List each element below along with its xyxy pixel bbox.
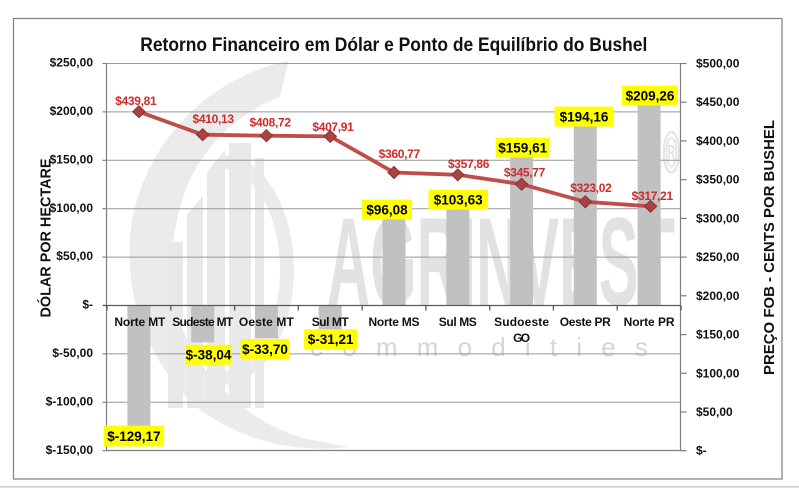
svg-text:$250,00: $250,00	[50, 56, 94, 70]
svg-text:Retorno Financeiro em Dólar e: Retorno Financeiro em Dólar e Ponto de E…	[140, 34, 647, 56]
svg-text:commodities: commodities	[310, 332, 667, 362]
svg-text:DÓLAR POR HECTARE: DÓLAR POR HECTARE	[37, 158, 55, 317]
svg-text:$-129,17: $-129,17	[107, 429, 160, 444]
svg-text:$250,00: $250,00	[696, 250, 740, 264]
svg-text:$150,00: $150,00	[50, 152, 94, 166]
svg-text:$360,77: $360,77	[379, 147, 421, 161]
svg-text:$50,00: $50,00	[56, 249, 93, 263]
svg-text:$-50,00: $-50,00	[52, 346, 93, 360]
svg-text:$-: $-	[696, 444, 707, 458]
svg-text:$194,16: $194,16	[560, 110, 609, 125]
svg-text:$209,26: $209,26	[626, 88, 675, 103]
svg-text:$100,00: $100,00	[696, 366, 740, 380]
svg-text:Oeste PR: Oeste PR	[560, 315, 611, 329]
svg-text:$150,00: $150,00	[696, 328, 740, 342]
svg-text:$-150,00: $-150,00	[46, 443, 94, 457]
svg-text:$-: $-	[82, 298, 93, 312]
svg-text:$200,00: $200,00	[696, 289, 740, 303]
svg-text:$410,13: $410,13	[193, 112, 235, 126]
svg-text:$407,91: $407,91	[312, 120, 354, 134]
svg-text:$408,72: $408,72	[250, 115, 292, 129]
svg-text:Norte MS: Norte MS	[369, 315, 420, 329]
svg-text:$100,00: $100,00	[50, 201, 94, 215]
svg-text:$200,00: $200,00	[50, 104, 94, 118]
svg-text:$357,86: $357,86	[448, 157, 490, 171]
svg-text:Norte PR: Norte PR	[624, 315, 675, 329]
svg-text:$450,00: $450,00	[696, 95, 740, 109]
svg-text:$-33,70: $-33,70	[242, 342, 288, 357]
svg-text:$400,00: $400,00	[696, 134, 740, 148]
svg-text:R: R	[668, 142, 676, 164]
svg-text:Sul MT: Sul MT	[312, 315, 350, 329]
svg-text:$-100,00: $-100,00	[46, 394, 94, 408]
svg-text:$50,00: $50,00	[696, 405, 733, 419]
svg-text:$323,02: $323,02	[570, 181, 612, 195]
svg-text:$500,00: $500,00	[696, 57, 740, 71]
svg-text:GO: GO	[513, 331, 530, 345]
svg-text:$345,77: $345,77	[504, 165, 546, 179]
svg-text:Norte MT: Norte MT	[114, 315, 166, 329]
svg-text:$96,08: $96,08	[366, 202, 408, 217]
svg-text:$-31,21: $-31,21	[308, 332, 354, 347]
svg-text:$350,00: $350,00	[696, 173, 740, 187]
svg-text:$-38,04: $-38,04	[186, 348, 232, 363]
svg-text:Sudeste MT: Sudeste MT	[172, 315, 234, 329]
svg-text:$317,21: $317,21	[632, 189, 674, 203]
svg-text:$300,00: $300,00	[696, 211, 740, 225]
svg-text:Oeste MT: Oeste MT	[239, 315, 295, 329]
svg-text:Sul MS: Sul MS	[439, 315, 477, 329]
svg-text:$103,63: $103,63	[434, 193, 483, 208]
svg-text:Sudoeste: Sudoeste	[494, 315, 549, 329]
svg-text:PREÇO FOB - CENTS POR BUSHEL: PREÇO FOB - CENTS POR BUSHEL	[761, 120, 778, 375]
svg-text:$439,81: $439,81	[115, 94, 157, 108]
svg-text:$159,61: $159,61	[498, 141, 547, 156]
